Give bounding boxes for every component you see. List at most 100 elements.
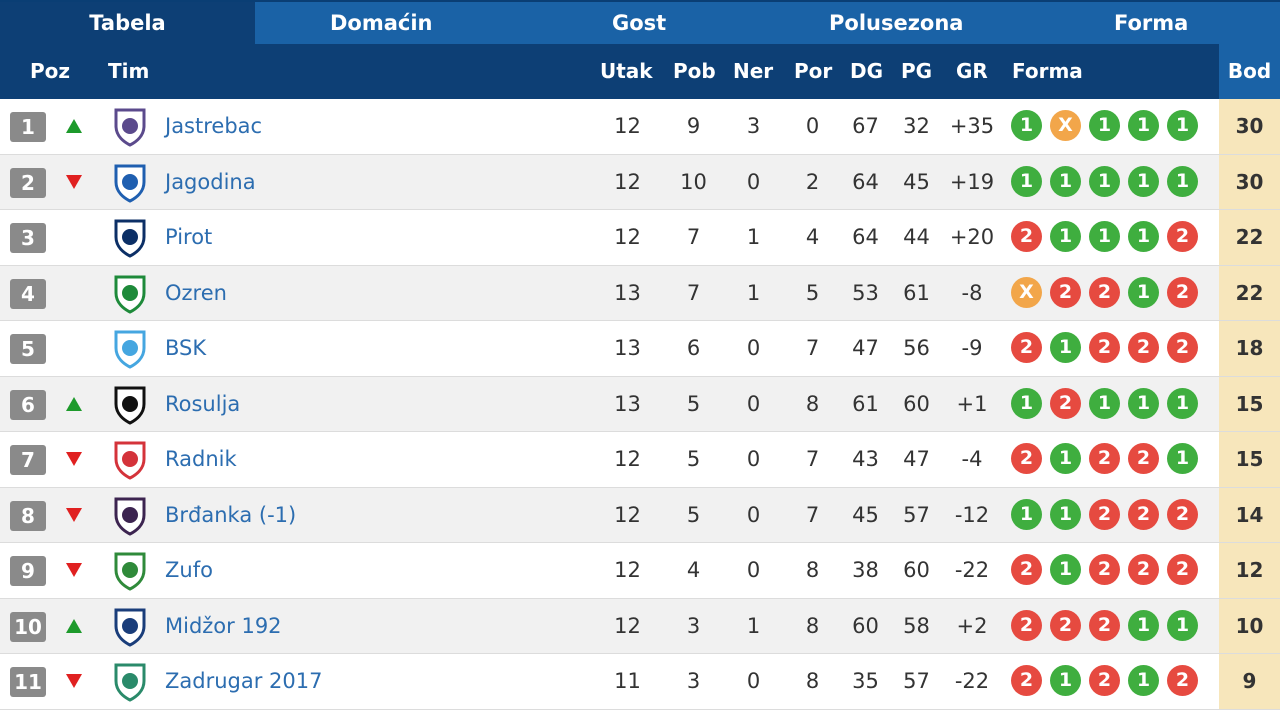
form-result-badge[interactable]: 1 [1011,498,1042,530]
team-name-link[interactable]: Pirot [165,225,213,249]
form-result-badge[interactable]: X [1050,110,1081,141]
table-row[interactable]: 10 Midžor 192 12 3 1 8 60 58 +2 2 2 2 1 1 10 [0,598,1280,654]
table-row[interactable]: 3 Pirot 12 7 1 4 64 44 +20 2 1 1 1 2 22 [0,210,1280,266]
tab-domacin[interactable]: Domaćin [330,11,433,35]
form-result-badge[interactable]: 2 [1089,443,1120,474]
form-result-badge[interactable]: 1 [1128,665,1159,696]
team-name-link[interactable]: Ozren [165,280,227,305]
form-result-badge[interactable]: 2 [1011,221,1042,252]
form-result-badge[interactable]: 2 [1089,665,1120,696]
team-name-link[interactable]: Midžor 192 [165,613,282,638]
table-row[interactable]: 7 Radnik 12 5 0 7 43 47 -4 2 1 2 2 1 15 [0,432,1280,488]
form-result-badge[interactable]: 1 [1128,165,1159,197]
tab-forma[interactable]: Forma [1114,11,1189,35]
tab-gost[interactable]: Gost [612,11,667,35]
form-result-badge[interactable]: 2 [1128,554,1159,585]
team-name-link[interactable]: Radnik [165,447,237,471]
form-result-badge[interactable]: 1 [1089,110,1120,141]
team-name-link[interactable]: Jastrebac [165,114,263,138]
form-result-badge[interactable]: 1 [1050,443,1081,474]
stat-dg: 61 [852,391,879,416]
stat-pg: 56 [903,336,930,360]
tab-polusezona[interactable]: Polusezona [829,11,964,35]
form-result-badge[interactable]: 2 [1167,221,1198,252]
form-result-badge[interactable]: 1 [1011,110,1042,141]
form-result-badge[interactable]: 1 [1128,221,1159,252]
form-result-badge[interactable]: 2 [1167,498,1198,530]
table-row[interactable]: 4 Ozren 13 7 1 5 53 61 -8 X 2 2 1 2 22 [0,265,1280,321]
form-result-badge[interactable]: 1 [1050,165,1081,197]
form-result-badge[interactable]: 1 [1128,387,1159,419]
form-result-badge[interactable]: 1 [1128,276,1159,308]
col-tim[interactable]: Tim [108,59,150,83]
table-row[interactable]: 11 Zadrugar 2017 11 3 0 8 35 57 -22 2 1 2 1 2 9 [0,654,1280,710]
form-result-badge[interactable]: 2 [1089,332,1120,363]
form-result-badge[interactable]: 2 [1011,609,1042,641]
form-result-badge[interactable]: 1 [1128,110,1159,141]
midzor-crest-icon [108,604,152,648]
col-pob[interactable]: Pob [673,59,716,83]
col-forma: Forma [1012,59,1083,83]
team-name-link[interactable]: Brđanka (-1) [165,502,297,527]
form-result-badge[interactable]: 2 [1128,332,1159,363]
form-result-badge[interactable]: 2 [1128,498,1159,530]
form-result-badge[interactable]: 2 [1089,554,1120,585]
form-result-badge[interactable]: 2 [1011,332,1042,363]
form-result-badge[interactable]: X [1011,276,1042,308]
table-row[interactable]: 5 BSK 13 6 0 7 47 56 -9 2 1 2 2 2 18 [0,321,1280,377]
form-result-badge[interactable]: 2 [1167,332,1198,363]
form-result-badge[interactable]: 2 [1011,443,1042,474]
form-result-badge[interactable]: 1 [1050,665,1081,696]
form-result-badge[interactable]: 1 [1089,165,1120,197]
form-result-badge[interactable]: 1 [1050,554,1081,585]
col-bod[interactable]: Bod [1219,44,1280,99]
table-row[interactable]: 9 Zufo 12 4 0 8 38 60 -22 2 1 2 2 2 12 [0,543,1280,599]
table-row[interactable]: 6 Rosulja 13 5 0 8 61 60 +1 1 2 1 1 1 15 [0,376,1280,432]
form-result-badge[interactable]: 2 [1011,665,1042,696]
team-name-link[interactable]: Jagodina [165,169,256,194]
form-result-badge[interactable]: 1 [1128,609,1159,641]
form-result-badge[interactable]: 1 [1167,165,1198,197]
form-result-badge[interactable]: 1 [1011,165,1042,197]
form-result-badge[interactable]: 2 [1128,443,1159,474]
col-poz[interactable]: Poz [30,59,71,83]
position-badge: 5 [10,334,46,364]
stat-dg: 60 [852,613,879,638]
form-result-badge[interactable]: 1 [1050,221,1081,252]
form-result-badge[interactable]: 1 [1089,387,1120,419]
col-ner[interactable]: Ner [733,59,774,83]
col-gr[interactable]: GR [956,59,988,83]
team-name-link[interactable]: Rosulja [165,391,241,416]
form-result-badge[interactable]: 1 [1167,387,1198,419]
form-result-badge[interactable]: 2 [1050,276,1081,308]
form-result-badge[interactable]: 1 [1167,443,1198,474]
form-result-badge[interactable]: 1 [1050,498,1081,530]
form-result-badge[interactable]: 2 [1050,387,1081,419]
position-badge: 1 [10,112,46,142]
form-result-badge[interactable]: 2 [1089,276,1120,308]
form-result-badge[interactable]: 1 [1167,110,1198,141]
col-por[interactable]: Por [794,59,833,83]
form-result-badge[interactable]: 1 [1167,609,1198,641]
table-row[interactable]: 8 Brđanka (-1) 12 5 0 7 45 57 -12 1 1 2 2 2 14 [0,487,1280,543]
team-name-link[interactable]: Zufo [165,558,213,582]
col-utak[interactable]: Utak [600,59,653,83]
form-result-badge[interactable]: 1 [1011,387,1042,419]
tab-tabela[interactable]: Tabela [0,2,255,44]
form-result-badge[interactable]: 2 [1050,609,1081,641]
form-result-badge[interactable]: 2 [1011,554,1042,585]
form-result-badge[interactable]: 1 [1050,332,1081,363]
points-value: 12 [1235,558,1264,582]
form-result-badge[interactable]: 2 [1167,276,1198,308]
form-result-badge[interactable]: 2 [1167,554,1198,585]
form-result-badge[interactable]: 2 [1089,609,1120,641]
col-pg[interactable]: PG [901,59,933,83]
col-dg[interactable]: DG [850,59,884,83]
table-row[interactable]: 2 Jagodina 12 10 0 2 64 45 +19 1 1 1 1 1 30 [0,154,1280,210]
form-result-badge[interactable]: 1 [1089,221,1120,252]
team-name-link[interactable]: BSK [165,336,207,360]
team-name-link[interactable]: Zadrugar 2017 [165,669,323,693]
table-row[interactable]: 1 Jastrebac 12 9 3 0 67 32 +35 1 X 1 1 1 30 [0,99,1280,155]
form-result-badge[interactable]: 2 [1089,498,1120,530]
form-result-badge[interactable]: 2 [1167,665,1198,696]
